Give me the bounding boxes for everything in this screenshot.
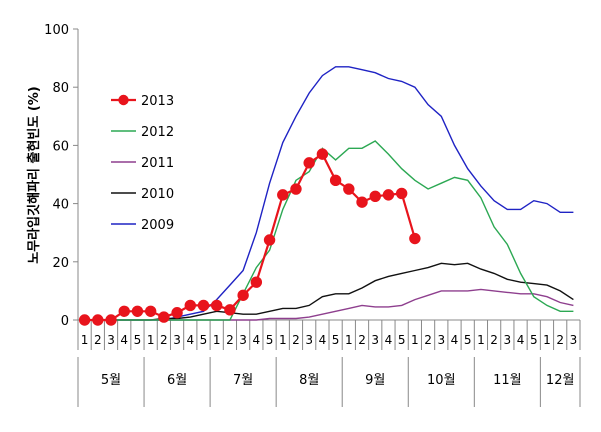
x-week-label: 3	[504, 333, 512, 347]
series-2013-point	[118, 305, 130, 317]
y-tick-label: 60	[52, 139, 69, 154]
x-week-label: 5	[332, 333, 340, 347]
series-2013-point	[382, 189, 395, 201]
x-week-label: 1	[345, 333, 353, 347]
series-2013-point	[369, 190, 381, 203]
x-month-label: 10월	[427, 373, 456, 388]
x-week-label: 5	[200, 333, 208, 347]
series-2013-point	[144, 305, 157, 317]
series-2013-point	[316, 148, 329, 160]
y-tick-label: 80	[52, 81, 69, 96]
x-week-label: 4	[517, 333, 525, 347]
x-week-label: 1	[543, 333, 551, 347]
legend-label-2009: 2009	[141, 218, 174, 233]
series-2013-point	[105, 314, 117, 326]
y-tick-label: 100	[44, 23, 69, 38]
x-week-label: 5	[266, 333, 274, 347]
x-week-label: 2	[358, 333, 366, 347]
series-2013-line	[84, 152, 416, 322]
x-week-label: 4	[253, 333, 261, 347]
x-week-label: 2	[424, 333, 432, 347]
series-layer	[78, 66, 574, 326]
legend-label-2011: 2011	[141, 156, 174, 171]
x-week-label: 3	[173, 333, 181, 347]
series-2013-point	[277, 189, 289, 201]
x-week-label: 2	[292, 333, 300, 347]
x-month-label: 5월	[101, 373, 121, 388]
legend-label-2010: 2010	[141, 187, 174, 202]
series-2013-point	[92, 314, 104, 326]
y-tick-label: 20	[52, 256, 69, 271]
series-2013-point	[395, 187, 408, 200]
x-week-label: 1	[477, 333, 485, 347]
x-week-label: 2	[160, 333, 168, 347]
x-week-label: 1	[411, 333, 419, 347]
y-axis-tick-labels: 0 20 40 60 80 100	[44, 23, 69, 329]
x-month-label: 12월	[546, 373, 575, 388]
x-week-label: 3	[371, 333, 379, 347]
series-2013-point	[343, 183, 355, 195]
series-2013-point	[131, 305, 144, 317]
legend: 2013 2012 2011 2010 2009	[111, 94, 174, 233]
x-week-label: 2	[556, 333, 564, 347]
series-2013-point	[224, 304, 236, 316]
x-week-label: 1	[279, 333, 287, 347]
series-2013-point	[303, 157, 315, 169]
y-tick-label: 40	[52, 198, 69, 213]
x-week-label: 4	[186, 333, 194, 347]
legend-label-2012: 2012	[141, 125, 174, 140]
x-week-label: 5	[530, 333, 538, 347]
series-2013-point	[237, 289, 249, 301]
x-week-label: 4	[385, 333, 393, 347]
series-2013-point	[356, 196, 368, 208]
series-2013-point	[409, 232, 421, 245]
series-2013-point	[211, 299, 223, 312]
x-week-label: 2	[226, 333, 234, 347]
x-week-label: 3	[305, 333, 313, 347]
x-week-label: 1	[213, 333, 221, 347]
x-week-label: 1	[81, 333, 89, 347]
x-week-label: 5	[398, 333, 406, 347]
x-week-label: 3	[570, 333, 578, 347]
series-2013-point	[184, 299, 196, 312]
legend-marker-2013	[118, 94, 129, 106]
x-month-label: 11월	[493, 373, 522, 388]
y-axis-title: 노무라입깃해파리 출현빈도 (%)	[26, 86, 42, 263]
x-month-label: 7월	[233, 373, 253, 388]
x-month-label: 6월	[167, 373, 187, 388]
x-month-label: 9월	[365, 373, 385, 388]
x-week-label: 4	[120, 333, 128, 347]
series-2013-point	[171, 307, 183, 319]
series-2013-point	[290, 183, 302, 195]
series-2013-point	[263, 234, 276, 246]
x-week-label: 4	[451, 333, 459, 347]
x-week-label: 3	[239, 333, 247, 347]
x-week-label: 2	[94, 333, 102, 347]
series-2013-point	[197, 299, 210, 312]
x-week-label: 3	[437, 333, 445, 347]
series-2013-point	[329, 174, 342, 187]
x-month-label: 8월	[299, 373, 319, 388]
x-week-label: 2	[490, 333, 498, 347]
series-2013-point	[158, 311, 170, 323]
series-2013-point	[250, 276, 263, 288]
legend-label-2013: 2013	[141, 94, 174, 109]
x-week-label: 1	[147, 333, 155, 347]
x-week-label: 5	[134, 333, 142, 347]
x-week-label: 4	[319, 333, 327, 347]
x-week-label: 5	[464, 333, 472, 347]
x-week-label: 3	[107, 333, 115, 347]
x-axis-labels: 1 2 3 4 5 1 2 3 4 5 1 2 3 4 5 1 2 3 4 5 1 2 3 4 5 1 2 3 4 5 1 2 3 4 5 1 2 35월…	[81, 333, 577, 388]
y-tick-label: 0	[61, 314, 69, 329]
series-2013-point	[78, 314, 91, 326]
